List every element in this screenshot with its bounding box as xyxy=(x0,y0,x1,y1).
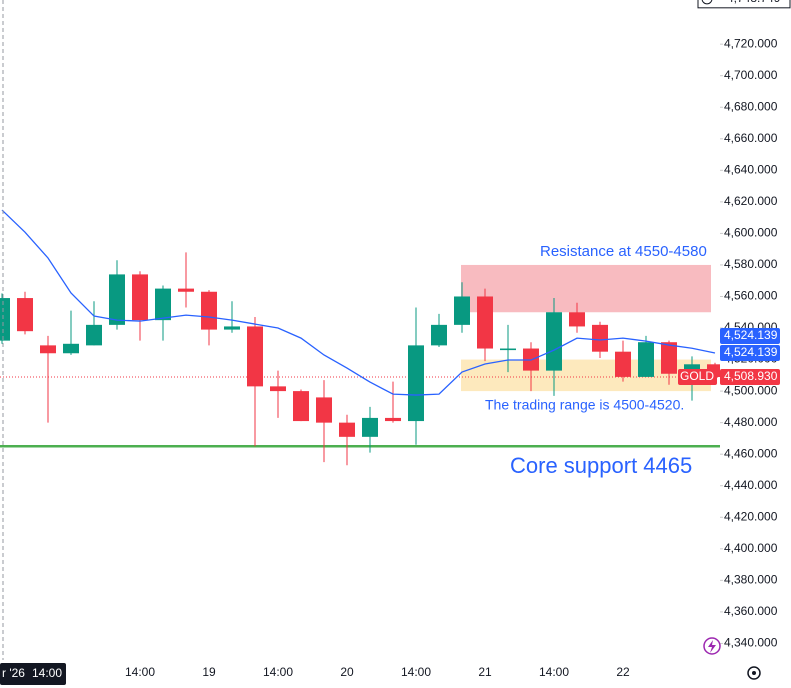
price-label: 4,524.139 xyxy=(724,345,778,359)
annotation: The trading range is 4500-4520. xyxy=(485,397,684,413)
symbol-box xyxy=(678,369,717,386)
axes: 4,340.000 4,360.000 4,380.000 4,400.000 4,42… xyxy=(125,36,778,679)
candle-body xyxy=(339,422,355,437)
candle-body xyxy=(569,312,585,327)
candle-body xyxy=(477,296,493,349)
y-tick-label: 4,600.000 xyxy=(724,226,778,240)
settings-icon[interactable] xyxy=(747,666,761,680)
symbol-label: GOLD xyxy=(680,369,714,383)
plot-area xyxy=(0,209,720,466)
candle-body xyxy=(40,345,56,354)
y-tick-label: 4,340.000 xyxy=(724,636,778,650)
price-label: 4,508.930 xyxy=(724,369,778,383)
candle-body xyxy=(661,342,677,374)
price-label-box xyxy=(720,369,780,386)
annotation: Resistance at 4550-4580 xyxy=(540,243,707,260)
y-tick-label: 4,680.000 xyxy=(724,99,778,113)
y-tick-label: 4,400.000 xyxy=(724,541,778,555)
y-tick-label: 4,500.000 xyxy=(724,383,778,397)
y-tick-label: 4,440.000 xyxy=(724,478,778,492)
candle-body xyxy=(178,288,194,292)
y-tick-label: 4,640.000 xyxy=(724,162,778,176)
lightning-icon[interactable] xyxy=(703,637,721,655)
y-tick-label: 4,560.000 xyxy=(724,289,778,303)
price-label-box xyxy=(720,345,780,362)
x-tick-label: 20 xyxy=(340,665,354,679)
candle-body xyxy=(132,274,148,321)
y-tick-label: 4,360.000 xyxy=(724,604,778,618)
candle-body xyxy=(592,324,608,352)
crosshair-time: 14:00 xyxy=(32,666,62,680)
candle-body xyxy=(0,298,10,341)
candle-body xyxy=(109,274,125,325)
crosshair-date: r '26 xyxy=(2,666,25,680)
y-tick-label: 4,420.000 xyxy=(724,509,778,523)
x-tick-label: 19 xyxy=(202,665,216,679)
x-tick-label: 21 xyxy=(478,665,492,679)
candle-body xyxy=(454,296,470,325)
candle-body xyxy=(385,417,401,422)
candle-body xyxy=(270,386,286,392)
y-tick-label: 4,460.000 xyxy=(724,446,778,460)
annotation: Core support 4465 xyxy=(510,453,692,478)
moving-average xyxy=(1,209,716,396)
candle-body xyxy=(546,312,562,371)
x-tick-label: 22 xyxy=(616,665,630,679)
y-tick-label: 4,660.000 xyxy=(724,131,778,145)
price-label: 4,524.139 xyxy=(724,328,778,342)
crosshair-time-box xyxy=(0,663,66,685)
candle-body xyxy=(500,348,516,351)
x-tick-label: 14:00 xyxy=(539,665,569,679)
x-tick-label: 14:00 xyxy=(401,665,431,679)
top-label-box xyxy=(697,0,791,9)
candle-body xyxy=(224,326,240,330)
candle-body xyxy=(293,391,309,422)
y-tick-label: 4,720.000 xyxy=(724,36,778,50)
y-tick-label: 4,700.000 xyxy=(724,68,778,82)
candle-body xyxy=(362,417,378,437)
candle-body xyxy=(247,326,263,387)
top-label: 4,748.749 xyxy=(727,0,781,5)
zone xyxy=(461,264,711,313)
candle-body xyxy=(316,397,332,423)
candle-body xyxy=(86,324,102,346)
candle-body xyxy=(201,291,217,330)
candle-body xyxy=(63,343,79,354)
candle-body xyxy=(408,345,424,422)
candle-body xyxy=(615,351,631,377)
candle-body xyxy=(638,342,654,377)
y-tick-label: 4,580.000 xyxy=(724,257,778,271)
lightning-glyph xyxy=(708,640,716,653)
price-label-box xyxy=(720,328,780,345)
y-tick-label: 4,380.000 xyxy=(724,573,778,587)
add-icon xyxy=(701,0,713,5)
candle-body xyxy=(155,288,171,321)
y-tick-label: 4,480.000 xyxy=(724,415,778,429)
candle-body xyxy=(431,324,447,346)
candle-body xyxy=(17,298,33,332)
settings-dot xyxy=(752,671,756,675)
y-tick-label: 4,620.000 xyxy=(724,194,778,208)
x-tick-label: 14:00 xyxy=(263,665,293,679)
x-tick-label: 14:00 xyxy=(125,665,155,679)
